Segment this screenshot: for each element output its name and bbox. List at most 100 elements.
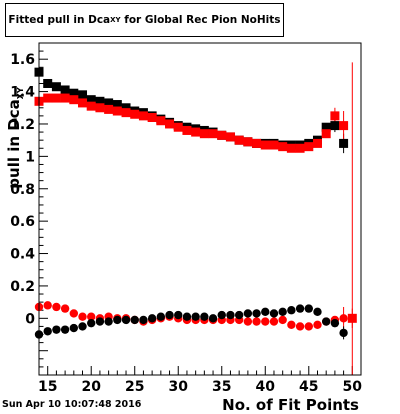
data-point-square: [321, 129, 331, 139]
data-point-square: [138, 111, 148, 121]
data-point-circle: [156, 312, 166, 321]
data-point-square: [69, 95, 79, 105]
data-point-square: [182, 125, 192, 135]
data-point-circle: [321, 317, 331, 326]
data-point-square: [252, 138, 262, 148]
data-point-square: [339, 121, 349, 131]
x-tick-label: 15: [38, 379, 57, 395]
data-point-square: [295, 143, 305, 153]
y-tick-label: 1.6: [10, 52, 35, 68]
y-axis-label: pull in DcaXY: [5, 87, 25, 189]
date-stamp: Sun Apr 10 10:07:48 2016: [2, 399, 142, 410]
data-point-square: [286, 143, 296, 153]
data-point-circle: [217, 310, 226, 320]
x-tick-label: 40: [256, 379, 276, 395]
data-point-circle: [43, 301, 52, 310]
y-tick-label: 1.4: [10, 85, 35, 101]
data-point-square: [43, 93, 53, 103]
x-tick-label: 50: [343, 379, 363, 395]
title-subscript: XY: [110, 16, 121, 24]
data-point-circle: [339, 328, 348, 338]
data-point-square: [86, 95, 96, 105]
data-point-circle: [52, 302, 61, 312]
y-axis-label-text: pull in DcaXY: [5, 87, 25, 189]
data-point-circle: [304, 322, 313, 331]
data-point-circle: [121, 315, 131, 325]
tick-labels: 15 20 25 30 35 40 45 50 0 0.2 0.4 0.6 0.8 1 1.2 1.4 1.6: [10, 52, 362, 395]
data-point-circle: [165, 310, 174, 320]
data-point-square: [156, 116, 166, 126]
data-point-circle: [200, 312, 209, 321]
data-point-circle: [78, 322, 87, 331]
data-point-square: [69, 88, 79, 98]
data-point-circle: [252, 309, 261, 318]
data-point-circle: [139, 315, 148, 325]
data-point-square: [51, 82, 61, 92]
data-point-square: [234, 135, 244, 145]
data-point-circle: [43, 327, 52, 336]
data-point-circle: [313, 307, 322, 317]
data-point-square: [43, 78, 53, 88]
data-point-circle: [60, 304, 70, 313]
y-tick-label: 1.2: [10, 117, 35, 133]
data-point-circle: [182, 312, 192, 321]
data-point-circle: [147, 314, 157, 323]
data-point-square: [199, 129, 209, 139]
data-point-square: [95, 96, 105, 106]
data-point-square: [78, 90, 88, 100]
data-point-circle: [87, 318, 96, 328]
y-axis-label-subscript: XY: [16, 87, 25, 99]
data-point-circle: [287, 306, 296, 315]
data-point-square: [330, 111, 340, 121]
data-point-circle: [243, 317, 253, 326]
data-point-square: [121, 108, 131, 118]
data-point-circle: [191, 312, 200, 321]
x-axis-label: No. of Fit Points: [222, 396, 359, 414]
data-point-circle: [60, 325, 70, 334]
x-tick-label: 45: [299, 379, 318, 395]
data-point-circle: [295, 322, 305, 331]
data-point-circle: [278, 307, 287, 317]
y-tick-label: 0: [25, 311, 35, 327]
data-point-square: [278, 142, 288, 152]
data-point-circle: [330, 318, 340, 328]
data-point-circle: [269, 309, 279, 318]
data-point-circle: [226, 310, 235, 320]
title-main: Fitted pull in Dca: [8, 14, 111, 26]
data-point-circle: [339, 314, 348, 323]
data-point-circle: [130, 315, 139, 325]
data-point-circle: [113, 315, 122, 325]
data-point-circle: [52, 325, 61, 334]
data-point-circle: [348, 314, 357, 323]
x-tick-label: 30: [169, 379, 189, 395]
data-points: [34, 67, 357, 339]
data-point-circle: [278, 315, 287, 325]
x-tick-label: 25: [125, 379, 144, 395]
data-point-square: [339, 138, 349, 148]
data-point-circle: [95, 317, 105, 326]
data-point-circle: [287, 320, 296, 329]
data-point-circle: [295, 304, 305, 313]
data-point-square: [51, 93, 61, 103]
data-point-square: [130, 109, 140, 119]
data-point-square: [104, 98, 114, 108]
data-point-square: [304, 142, 314, 152]
data-point-square: [60, 93, 70, 103]
data-point-square: [321, 122, 331, 132]
data-point-square: [78, 98, 88, 108]
error-bars: [316, 62, 353, 375]
data-point-square: [173, 122, 183, 132]
data-point-square: [165, 119, 175, 129]
y-tick-label: 1: [25, 149, 35, 165]
data-point-square: [86, 101, 96, 111]
data-point-circle: [261, 307, 270, 317]
y-tick-label: 0.6: [10, 214, 35, 230]
data-point-square: [269, 140, 279, 150]
data-point-circle: [261, 317, 270, 326]
data-point-circle: [174, 310, 183, 320]
data-point-circle: [269, 317, 279, 326]
chart-title: Fitted pull in Dca XY for Global Rec Pion…: [5, 3, 284, 37]
data-point-circle: [234, 310, 244, 320]
data-point-square: [147, 112, 157, 122]
